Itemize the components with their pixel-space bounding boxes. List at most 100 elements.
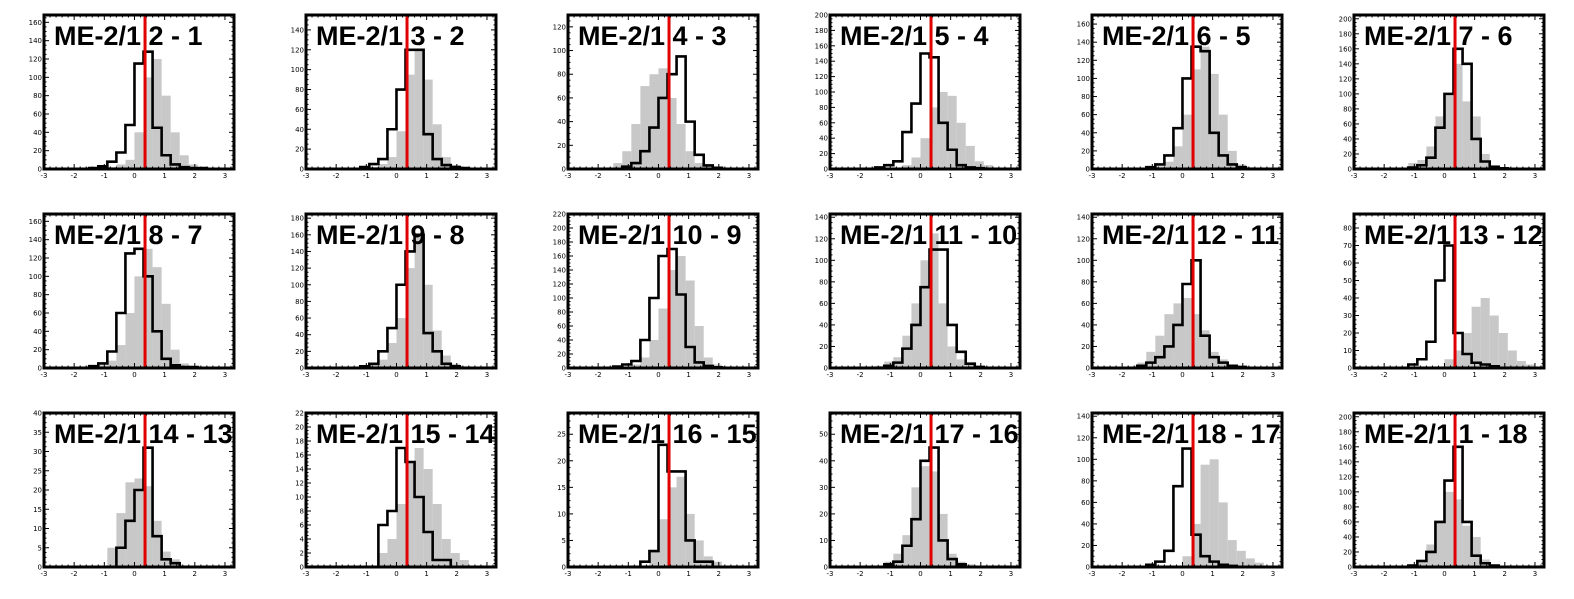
y-tick-label: 20	[295, 348, 304, 356]
y-tick-label: 0	[824, 365, 828, 373]
x-tick-label: 0	[656, 371, 660, 379]
y-tick-label: 0	[300, 365, 304, 373]
reference-bar	[423, 79, 433, 169]
reference-bar	[396, 131, 406, 169]
plot-title: ME-2/1 14 - 13	[54, 419, 233, 449]
y-tick-label: 120	[1077, 235, 1090, 243]
reference-bar	[649, 340, 659, 368]
reference-bar	[947, 553, 957, 567]
reference-bar	[911, 157, 921, 169]
plot-frame	[566, 411, 760, 569]
y-tick-label: 180	[1339, 428, 1352, 436]
plot-frame	[828, 212, 1022, 370]
y-tick-label: 0	[824, 166, 828, 174]
y-tick-label: 100	[1339, 90, 1352, 98]
x-tick-label: -2	[857, 570, 864, 578]
reference-bar	[1191, 314, 1201, 368]
plot-frame	[828, 411, 1022, 569]
y-tick-label: 0	[1348, 564, 1352, 572]
reference-bar	[1480, 298, 1490, 368]
y-tick-label: 40	[557, 337, 566, 345]
reference-bar	[649, 551, 659, 567]
x-tick-label: -2	[595, 371, 602, 379]
reference-bar	[441, 539, 451, 567]
histogram-panel: -3 -2 -1 0 1 2 3 0 20 40 60 80 100 120 140 160 ME-2/1 8 …	[29, 212, 236, 379]
histogram-panel: -3 -2 -1 0 1 2 3 0 20 40 60 80 100 120 140 160 ME-2/1 2 …	[29, 13, 236, 180]
x-tick-label: 0	[1442, 371, 1446, 379]
y-tick-label: 120	[1077, 57, 1090, 65]
reference-bar	[929, 471, 939, 567]
histogram-panel: -3 -2 -1 0 1 2 3 0 20 40 60 80 100 120 ME-2/1 4 - 3	[553, 13, 760, 180]
plot-title: ME-2/1 5 - 4	[840, 21, 989, 51]
reference-bar	[1435, 521, 1445, 567]
y-tick-label: 20	[1081, 147, 1090, 155]
x-tick-label: 3	[747, 172, 751, 180]
x-tick-label: 1	[162, 570, 166, 578]
reference-bar	[1200, 46, 1210, 169]
y-tick-label: 80	[1081, 93, 1090, 101]
y-tick-label: 80	[1081, 278, 1090, 286]
y-tick-label: 8	[300, 508, 304, 516]
x-tick-label: 1	[948, 371, 952, 379]
y-tick-label: 40	[1081, 520, 1090, 528]
y-tick-label: 20	[295, 146, 304, 154]
y-tick-label: 100	[1077, 456, 1090, 464]
y-tick-label: 100	[553, 295, 566, 303]
plot-title: ME-2/1 8 - 7	[54, 220, 203, 250]
x-tick-label: -2	[333, 570, 340, 578]
x-tick-label: -3	[827, 371, 834, 379]
reference-bar	[1453, 63, 1463, 169]
y-tick-label: 18	[295, 438, 304, 446]
y-tick-label: 160	[1339, 443, 1352, 451]
x-tick-label: -2	[333, 371, 340, 379]
y-tick-label: 80	[1343, 105, 1352, 113]
y-tick-label: 16	[295, 452, 304, 460]
y-tick-label: 140	[1339, 458, 1352, 466]
y-tick-label: 120	[815, 73, 828, 81]
current-histogram-line	[358, 233, 462, 368]
histogram-panel: -3 -2 -1 0 1 2 3 0 20 40 60 80 100 120 140 ME-2/1 12 - …	[1077, 212, 1284, 379]
y-tick-label: 40	[819, 135, 828, 143]
y-tick-label: 22	[295, 410, 304, 418]
reference-bar	[423, 469, 433, 567]
y-tick-label: 10	[557, 510, 566, 518]
y-tick-label: 120	[1339, 75, 1352, 83]
histogram-panel: -3 -2 -1 0 1 2 3 0 20 40 60 80 100 120 140 ME-2/1 18 - …	[1077, 411, 1284, 578]
reference-bar	[378, 359, 388, 368]
x-tick-label: -1	[1149, 570, 1156, 578]
y-tick-label: 200	[1339, 15, 1352, 23]
x-tick-label: 2	[717, 172, 721, 180]
reference-bar	[1453, 350, 1463, 368]
plot-title: ME-2/1 1 - 18	[1364, 419, 1528, 449]
x-tick-label: 2	[979, 172, 983, 180]
x-tick-label: -3	[565, 371, 572, 379]
reference-bar	[152, 267, 162, 368]
reference-bar	[1182, 298, 1192, 368]
y-tick-label: 100	[1339, 488, 1352, 496]
x-tick-label: -2	[71, 570, 78, 578]
y-tick-label: 20	[1343, 330, 1352, 338]
x-tick-label: 1	[1210, 570, 1214, 578]
reference-bar	[170, 349, 180, 368]
y-tick-label: 0	[1086, 365, 1090, 373]
reference-bar	[902, 165, 912, 169]
x-tick-label: 0	[394, 570, 398, 578]
x-tick-label: 3	[1271, 570, 1275, 578]
reference-bar	[1173, 146, 1183, 169]
x-tick-label: 2	[717, 371, 721, 379]
y-tick-label: 160	[815, 42, 828, 50]
y-tick-label: 80	[33, 92, 42, 100]
x-tick-label: 0	[918, 172, 922, 180]
current-histogram-line	[1406, 445, 1501, 567]
y-tick-label: 140	[29, 236, 42, 244]
y-tick-label: 120	[553, 23, 566, 31]
reference-bar	[1245, 558, 1255, 567]
y-tick-label: 20	[1081, 343, 1090, 351]
x-tick-label: 3	[223, 371, 227, 379]
x-tick-label: 1	[162, 172, 166, 180]
reference-bar	[1444, 359, 1454, 368]
reference-bar	[396, 318, 406, 368]
